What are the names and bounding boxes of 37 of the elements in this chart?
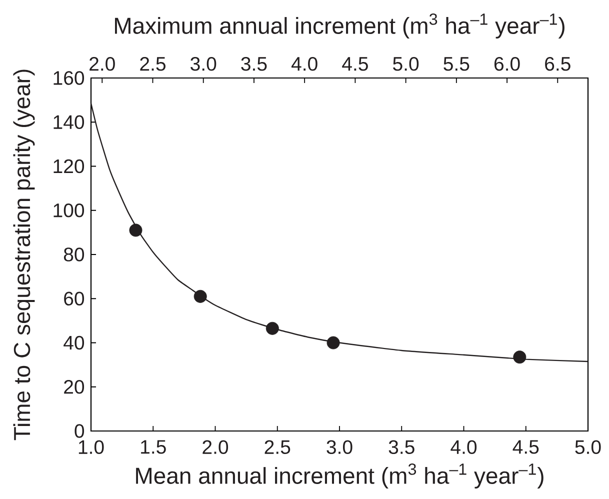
x2-tick-label: 5.5 [444, 57, 470, 71]
y-tick-label: 100 [54, 203, 84, 218]
line-series [90, 102, 589, 362]
y-tick-label: 60 [64, 292, 84, 306]
x2-tick-label: 6.0 [494, 56, 520, 71]
x-axis-title: Mean annual increment (m$^{3}$ ha$^{–1}$ year$^{–1}$) [136, 464, 544, 488]
x2-tick-label: 6.5 [545, 56, 570, 71]
x-tick-label: 1.0 [78, 440, 104, 454]
x2-tick-label: 5.0 [393, 56, 419, 71]
x2-tick-label: 4.0 [291, 56, 318, 71]
x2-tick-label: 4.5 [342, 57, 368, 71]
point [266, 322, 279, 335]
y-axis-title: Time to C sequestration parity (year) [13, 70, 35, 440]
y-tick-label: 120 [54, 159, 84, 174]
point [513, 350, 526, 364]
x-tick-label: 3.0 [326, 440, 352, 454]
x-tick-label: 1.5 [141, 440, 166, 454]
y-tick-label: 160 [54, 71, 84, 85]
y-tick-label: 40 [64, 336, 84, 350]
x-tick-label: 2.0 [202, 440, 228, 454]
x2-axis-title: Maximum annual increment (m$^{3}$ ha$^{–1}$ year$^{–1}$) [115, 13, 564, 38]
x2-tick-label: 3.0 [190, 56, 216, 71]
y-tick-label: 80 [64, 248, 84, 262]
x-tick-label: 4.0 [450, 440, 477, 454]
x-tick-label: 4.5 [512, 440, 539, 454]
point [194, 290, 207, 303]
x2-tick-label: 2.0 [90, 56, 115, 71]
y-tick-label: 20 [64, 380, 84, 394]
y-tick-label: 140 [54, 115, 84, 130]
x2-tick-label: 2.5 [140, 56, 166, 71]
point [326, 336, 340, 350]
x2-tick-label: 3.5 [241, 56, 267, 71]
x-tick-label: 5.0 [575, 440, 601, 454]
x-tick-label: 2.5 [264, 440, 290, 454]
point [129, 224, 142, 237]
x-tick-label: 3.5 [388, 440, 414, 454]
y-tick-label: 0 [74, 424, 84, 438]
